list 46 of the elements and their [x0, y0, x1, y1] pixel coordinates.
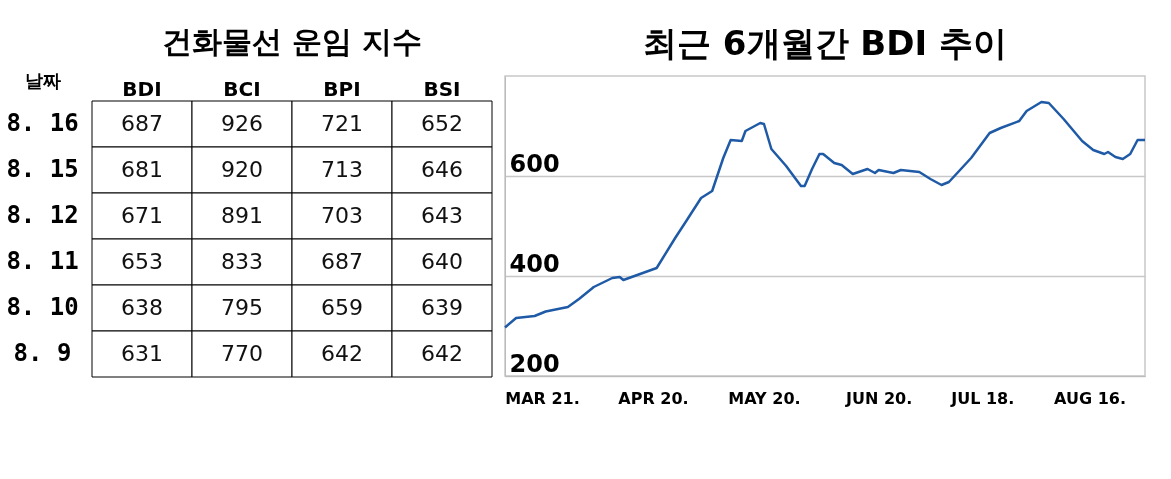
- x-tick-label: MAY 20.: [728, 388, 801, 408]
- data-label: 795: [221, 295, 263, 320]
- y-tick-label: 8. 16: [6, 109, 79, 137]
- data-label: 659: [321, 295, 363, 320]
- x-tick-label: AUG 16.: [1054, 388, 1126, 408]
- chart-title: 건화물선 운임 지수: [161, 24, 423, 59]
- data-label: 687: [321, 249, 363, 274]
- data-label: 639: [421, 295, 463, 320]
- y-tick-label: 8. 9: [13, 339, 72, 367]
- data-label: 638: [121, 295, 163, 320]
- data-label: 631: [121, 341, 163, 366]
- x-tick-label: JUN 20.: [845, 388, 913, 408]
- x-tick-label: BPI: [323, 76, 361, 101]
- y-tick-label: 8. 11: [6, 247, 79, 275]
- x-tick-label: BSI: [423, 76, 461, 101]
- y-tick-label: 400: [509, 249, 560, 278]
- x-tick-label: JUL 18.: [950, 388, 1015, 408]
- data-label: 652: [421, 111, 463, 136]
- data-label: 643: [421, 203, 463, 228]
- data-label: 703: [321, 203, 363, 228]
- x-tick-label: BDI: [122, 76, 162, 101]
- y-tick-label: 8. 12: [6, 201, 79, 229]
- x-tick-label: APR 20.: [618, 388, 689, 408]
- chart-title: 최근 6개월간 BDI 추이: [643, 23, 1007, 63]
- y-axis-title: 날짜: [24, 69, 61, 91]
- data-label: 713: [321, 157, 363, 182]
- data-label: 926: [221, 111, 263, 136]
- data-label: 671: [121, 203, 163, 228]
- data-label: 721: [321, 111, 363, 136]
- data-label: 653: [121, 249, 163, 274]
- y-tick-label: 8. 10: [6, 293, 79, 321]
- data-label: 770: [221, 341, 263, 366]
- data-label: 642: [321, 341, 363, 366]
- y-tick-label: 600: [509, 149, 560, 178]
- data-label: 833: [221, 249, 263, 274]
- y-tick-label: 200: [509, 349, 560, 378]
- x-tick-label: BCI: [223, 76, 261, 101]
- data-label: 920: [221, 157, 263, 182]
- data-label: 646: [421, 157, 463, 182]
- y-tick-label: 8. 15: [6, 155, 79, 183]
- data-label: 642: [421, 341, 463, 366]
- data-label: 687: [121, 111, 163, 136]
- data-label: 681: [121, 157, 163, 182]
- x-tick-label: MAR 21.: [505, 388, 580, 408]
- data-label: 640: [421, 249, 463, 274]
- data-label: 891: [221, 203, 263, 228]
